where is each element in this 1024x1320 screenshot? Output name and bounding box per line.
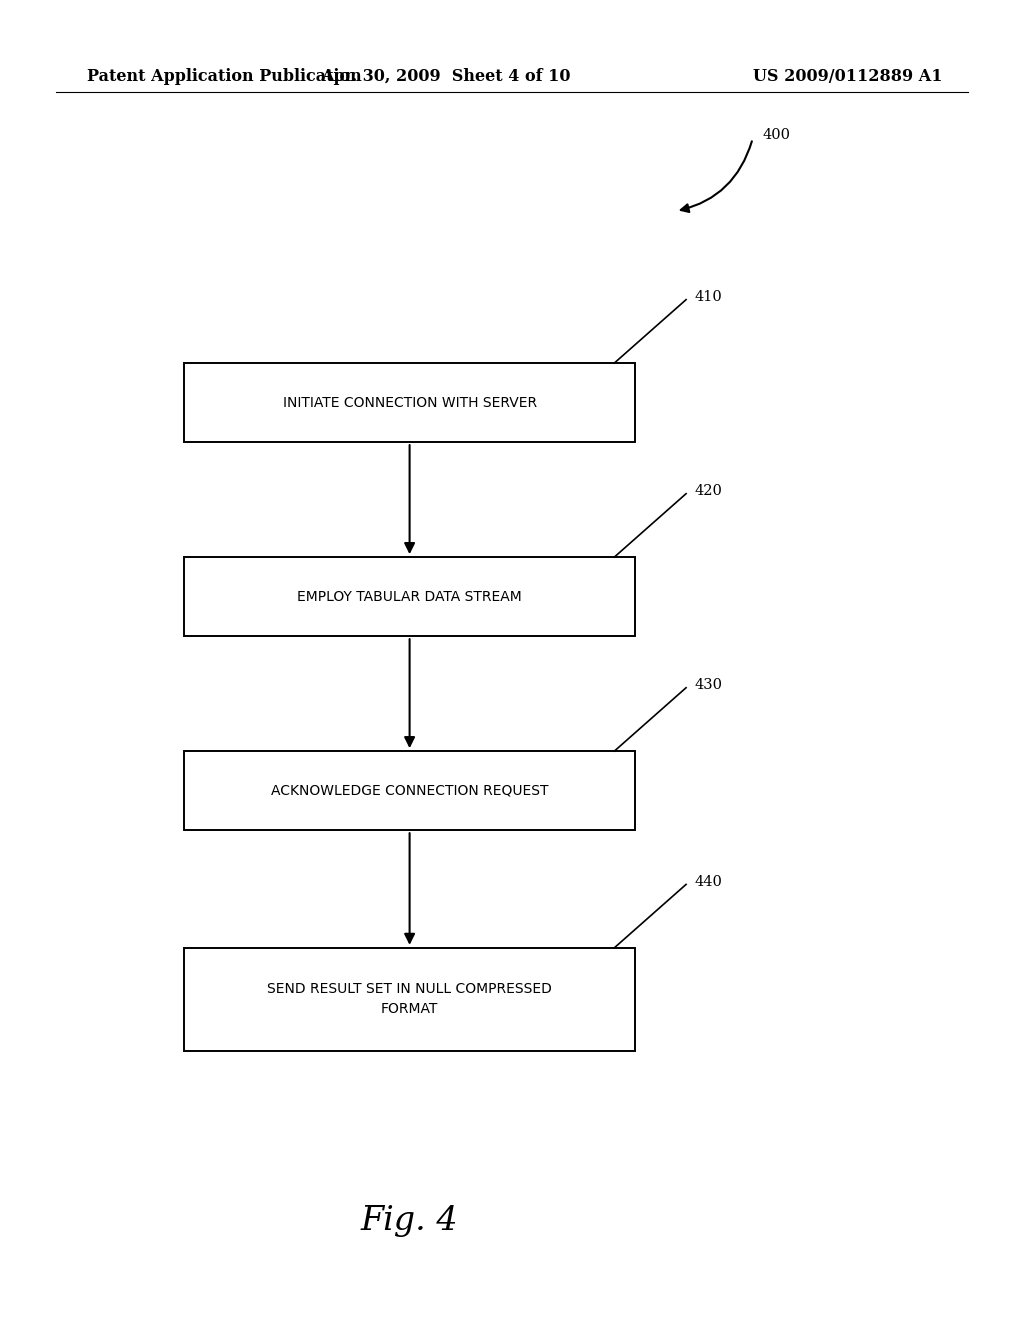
Text: SEND RESULT SET IN NULL COMPRESSED
FORMAT: SEND RESULT SET IN NULL COMPRESSED FORMA… (267, 982, 552, 1016)
Text: ACKNOWLEDGE CONNECTION REQUEST: ACKNOWLEDGE CONNECTION REQUEST (271, 784, 548, 797)
Text: Apr. 30, 2009  Sheet 4 of 10: Apr. 30, 2009 Sheet 4 of 10 (321, 69, 570, 84)
Text: EMPLOY TABULAR DATA STREAM: EMPLOY TABULAR DATA STREAM (297, 590, 522, 603)
Bar (184, 557, 635, 636)
Text: 430: 430 (694, 678, 722, 692)
Text: 440: 440 (694, 875, 722, 888)
Text: Fig. 4: Fig. 4 (360, 1205, 459, 1237)
Text: INITIATE CONNECTION WITH SERVER: INITIATE CONNECTION WITH SERVER (283, 396, 537, 409)
Text: Patent Application Publication: Patent Application Publication (87, 69, 361, 84)
Text: US 2009/0112889 A1: US 2009/0112889 A1 (753, 69, 942, 84)
FancyArrowPatch shape (681, 141, 752, 213)
Text: 410: 410 (694, 290, 722, 304)
Bar (184, 948, 635, 1051)
Bar (184, 751, 635, 830)
Text: 420: 420 (694, 484, 722, 498)
Text: 400: 400 (763, 128, 791, 141)
Bar (184, 363, 635, 442)
